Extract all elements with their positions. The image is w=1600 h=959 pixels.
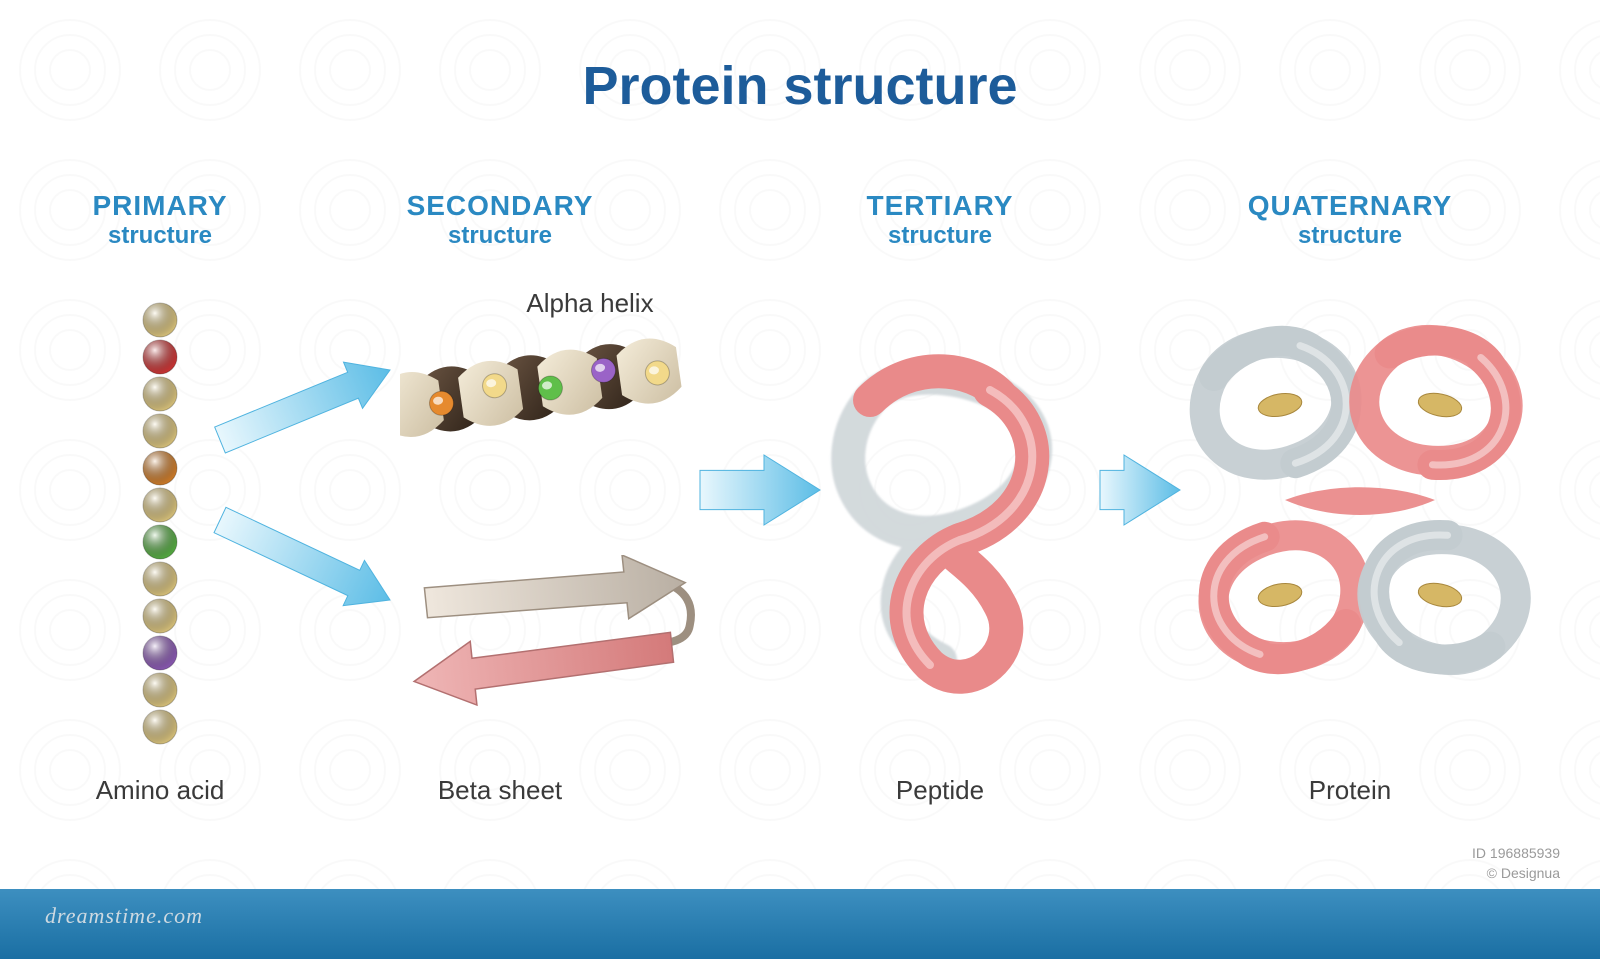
flow-arrows <box>0 0 1600 959</box>
watermark-text: dreamstime.com <box>45 903 203 929</box>
bottom-bar <box>0 889 1600 959</box>
image-id-label: ID 196885939 <box>1472 845 1560 861</box>
author-label: © Designua <box>1487 865 1560 881</box>
diagram-canvas: Protein structure PRIMARY structure SECO… <box>0 0 1600 959</box>
